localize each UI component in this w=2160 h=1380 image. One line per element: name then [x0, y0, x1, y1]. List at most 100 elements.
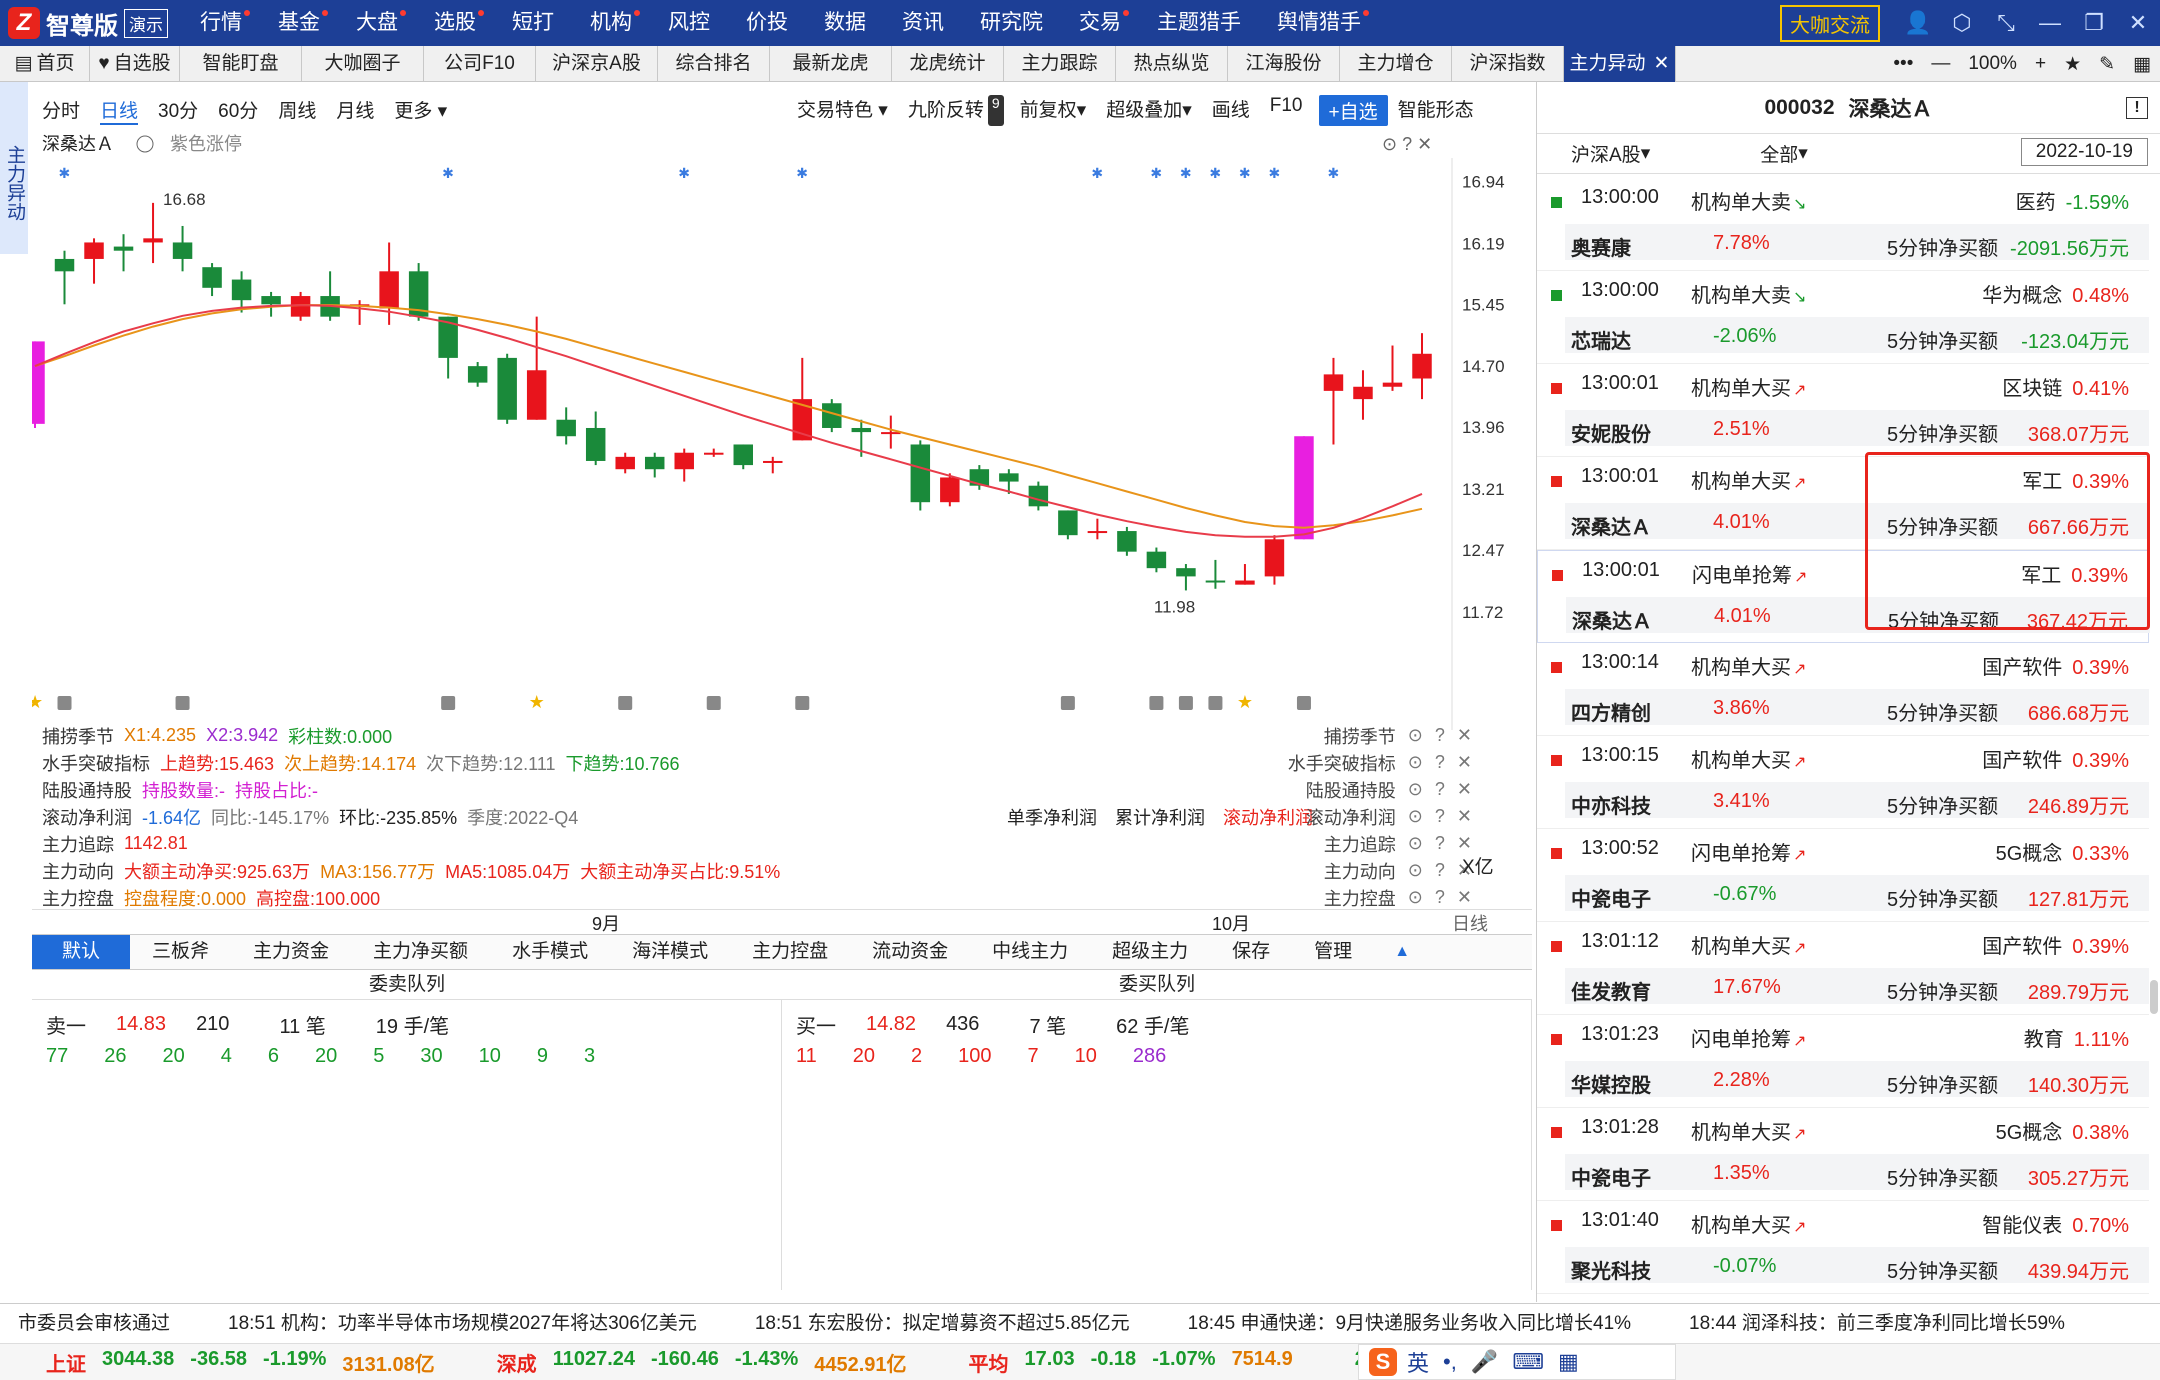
indicator-tab-11[interactable]: 管理 [1314, 941, 1353, 962]
tab-close-icon[interactable]: ✕ [1653, 52, 1670, 74]
tab-6[interactable]: 综合排名 [658, 45, 770, 82]
stock-dropdown-icon[interactable] [136, 135, 154, 153]
period-tab-3[interactable]: 60分 [218, 100, 259, 122]
more-tabs-button[interactable]: ••• [1893, 53, 1914, 74]
feed-scrollbar[interactable] [2150, 980, 2158, 1014]
indicator-name[interactable]: 主力追踪 [42, 834, 114, 855]
profit-legend-item[interactable]: 滚动净利润 [1223, 807, 1313, 828]
nav-item-10[interactable]: 研究院 [980, 11, 1043, 34]
profit-legend-item[interactable]: 累计净利润 [1115, 807, 1205, 828]
indicator-help-icon[interactable]: ? [1434, 779, 1445, 799]
indicator-tab-9[interactable]: 超级主力 [1112, 941, 1189, 962]
news-event-icon[interactable] [795, 696, 810, 710]
indicator-settings-icon[interactable]: ⊙ [1407, 860, 1423, 880]
ime-lang[interactable]: 英 [1407, 1351, 1430, 1376]
restore-icon[interactable]: ❐ [2084, 10, 2104, 35]
feed-item[interactable]: 13:00:14 机构单大买 ↗ 国产软件 0.39% 四方精创 3.86% 5分钟净买额 68… [1537, 643, 2149, 736]
news-item[interactable]: 18:44 润泽科技：前三季度净利同比增长59% [1689, 1313, 2065, 1334]
nav-item-6[interactable]: 风控 [668, 11, 710, 34]
indicator-tab-5[interactable]: 海洋模式 [632, 941, 709, 962]
indicator-name[interactable]: 陆股通持股 [42, 780, 132, 801]
tab-3[interactable]: 大咖圈子 [302, 45, 424, 82]
feed-item[interactable]: 13:01:28 机构单大买 ↗ 5G概念 0.38% 中瓷电子 1.35% 5分钟净买额 30… [1537, 1108, 2149, 1201]
indicator-name[interactable]: 捕捞季节 [42, 726, 114, 747]
star-event-icon[interactable]: ★ [1237, 692, 1253, 712]
nav-item-12[interactable]: 主题猎手 [1157, 11, 1241, 34]
news-event-icon[interactable] [618, 696, 633, 710]
tab-14[interactable]: 主力异动 ✕ [1564, 45, 1676, 82]
tab-10[interactable]: 热点纵览 [1116, 45, 1228, 82]
feed-stock[interactable]: 中瓷电子 [1571, 889, 1651, 911]
indicator-close-icon[interactable]: ✕ [1456, 779, 1472, 799]
feed-sector[interactable]: 区块链 0.41% [2002, 372, 2129, 401]
feed-item[interactable]: 13:00:15 机构单大买 ↗ 国产软件 0.39% 中亦科技 3.41% 5分钟净买额 24… [1537, 736, 2149, 829]
feed-stock[interactable]: 中瓷电子 [1571, 1168, 1651, 1190]
feed-stock[interactable]: 聚光科技 [1571, 1261, 1651, 1283]
tab-8[interactable]: 龙虎统计 [892, 45, 1004, 82]
indicator-close-icon[interactable]: ✕ [1456, 752, 1472, 772]
news-event-icon[interactable] [1149, 696, 1164, 710]
tab-4[interactable]: 公司F10 [424, 45, 536, 82]
side-tab-main-force[interactable]: 主力异动 [0, 82, 28, 254]
date-picker[interactable]: 2022-10-19 [2020, 138, 2148, 166]
smart-pattern-button[interactable]: 智能形态 [1397, 99, 1474, 121]
indicator-close-icon[interactable]: ✕ [1456, 887, 1472, 907]
indicator-help-icon[interactable]: ? [1434, 860, 1445, 880]
period-tab-4[interactable]: 周线 [278, 100, 317, 122]
edit-icon[interactable]: ✎ [2099, 53, 2116, 75]
tab-9[interactable]: 主力跟踪 [1004, 45, 1116, 82]
star-event-icon[interactable]: ★ [32, 692, 43, 712]
feed-sector[interactable]: 国产软件 0.39% [1982, 744, 2129, 773]
indicator-settings-icon[interactable]: ⊙ [1407, 779, 1423, 799]
chart-settings-icon[interactable]: ⊙ ? ✕ [1382, 134, 1432, 154]
nav-item-3[interactable]: 选股 [416, 0, 494, 46]
exchange-button[interactable]: 大咖交流 [1780, 4, 1880, 42]
tool-5[interactable]: F10 [1269, 94, 1303, 116]
news-event-icon[interactable] [1296, 696, 1311, 710]
feed-item[interactable]: 13:01:12 机构单大买 ↗ 国产软件 0.39% 佳发教育 17.67% 5分钟净买额 2… [1537, 922, 2149, 1015]
indicator-help-icon[interactable]: ? [1434, 806, 1445, 826]
feed-item[interactable]: 13:01:23 闪电单抢筹 ↗ 教育 1.11% 华媒控股 2.28% 5分钟净买额 140.… [1537, 1015, 2149, 1108]
feed-sector[interactable]: 军工 0.39% [2021, 559, 2128, 588]
indicator-help-icon[interactable]: ? [1434, 887, 1445, 907]
feed-sector[interactable]: 国产软件 0.39% [1982, 930, 2129, 959]
feed-stock[interactable]: 深桑达Ａ [1572, 611, 1652, 633]
tab-7[interactable]: 最新龙虎 [770, 45, 892, 82]
minimize-icon[interactable]: — [2039, 10, 2061, 35]
nav-item-9[interactable]: 资讯 [902, 11, 944, 34]
close-icon[interactable]: ✕ [2128, 10, 2148, 35]
feed-stock[interactable]: 华媒控股 [1571, 1075, 1651, 1097]
nav-item-13[interactable]: 舆情猎手 [1259, 0, 1379, 46]
feed-stock[interactable]: 奥赛康 [1571, 238, 1631, 260]
feed-sector[interactable]: 5G概念 0.33% [1996, 837, 2129, 866]
add-watchlist-button[interactable]: +自选 [1318, 94, 1388, 126]
indicator-close-icon[interactable]: ✕ [1456, 806, 1472, 826]
feed-sector[interactable]: 教育 1.11% [2024, 1023, 2129, 1052]
news-event-icon[interactable] [175, 696, 190, 710]
news-event-icon[interactable] [441, 696, 456, 710]
indicator-settings-icon[interactable]: ⊙ [1407, 806, 1423, 826]
indicator-name[interactable]: 主力动向 [42, 861, 114, 882]
feed-sector[interactable]: 华为概念 0.48% [1982, 279, 2129, 308]
scope-select[interactable]: 全部 [1760, 145, 1799, 166]
indicator-help-icon[interactable]: ? [1434, 752, 1445, 772]
nav-item-7[interactable]: 价投 [746, 11, 788, 34]
indicator-tab-0[interactable]: 默认 [32, 935, 131, 969]
tab-11[interactable]: 江海股份 [1228, 45, 1340, 82]
ime-apps-icon[interactable]: ▦ [1558, 1349, 1579, 1374]
news-event-icon[interactable] [1208, 696, 1223, 710]
input-method-bar[interactable]: S 英 •, 🎤 ⌨ ▦ [1358, 1344, 1676, 1380]
indicator-name[interactable]: 滚动净利润 [42, 807, 132, 828]
period-tab-1[interactable]: 日线 [100, 96, 139, 125]
feed-item[interactable]: 13:00:00 机构单大卖 ↘ 医药 -1.59% 奥赛康 7.78% 5分钟净买额 -209… [1537, 178, 2149, 271]
indicator-tab-8[interactable]: 中线主力 [992, 941, 1069, 962]
news-event-icon[interactable] [1178, 696, 1193, 710]
nav-item-11[interactable]: 交易 [1061, 0, 1139, 46]
indicator-tab-3[interactable]: 主力净买额 [373, 941, 469, 962]
info-icon[interactable]: ! [2126, 96, 2148, 119]
news-item[interactable]: 市委员会审核通过 [18, 1313, 171, 1334]
feed-item[interactable]: 13:00:01 机构单大买 ↗ 军工 0.39% 深桑达Ａ 4.01% 5分钟净买额 667.… [1537, 457, 2149, 550]
ime-punct-icon[interactable]: •, [1443, 1349, 1457, 1374]
indicator-close-icon[interactable]: ✕ [1456, 725, 1472, 745]
scope-dropdown-icon[interactable]: ▾ [1798, 143, 1808, 164]
